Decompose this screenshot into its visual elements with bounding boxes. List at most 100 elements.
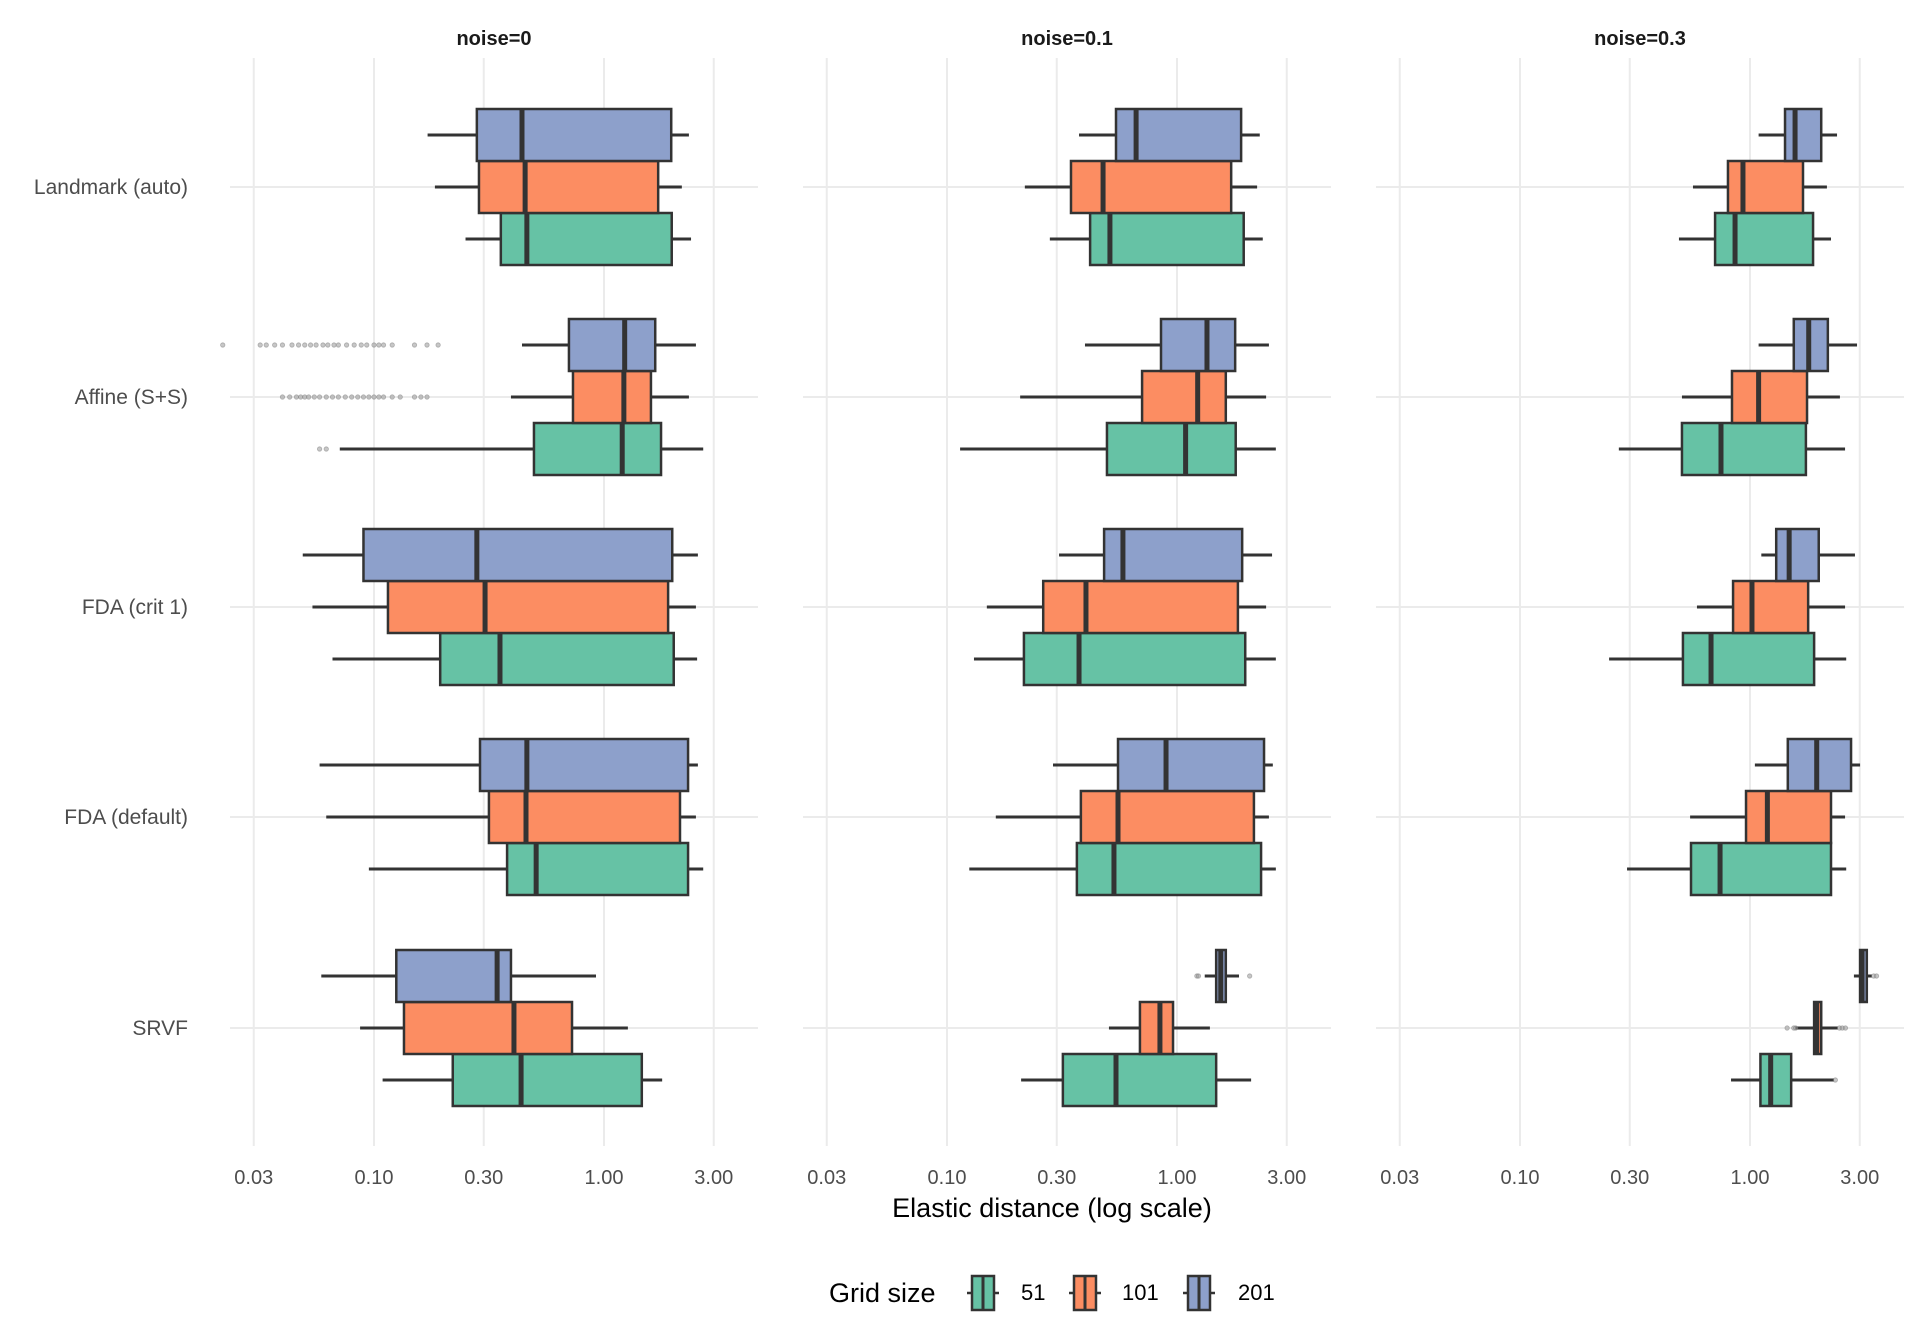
facet-panel: noise=0.1 0.03 0.10 0.30 1.00 3.00 <box>803 28 1331 1189</box>
outlier-point <box>313 342 319 348</box>
y-tick-label: Affine (S+S) <box>75 386 188 409</box>
iqr-box <box>1759 1052 1793 1108</box>
outlier-point <box>355 394 361 400</box>
iqr-box <box>1022 631 1247 687</box>
box-201 <box>1754 737 1861 793</box>
outlier-point <box>331 342 337 348</box>
legend: Grid size 51 101 201 <box>829 1274 1275 1312</box>
x-tick-label: 1.00 <box>1731 1167 1770 1189</box>
outlier-point <box>307 342 314 348</box>
iqr-box <box>402 1000 574 1056</box>
x-tick-label: 0.03 <box>1380 1167 1419 1189</box>
outlier-point <box>293 394 300 400</box>
box-101 <box>1696 579 1846 635</box>
box-201 <box>1079 107 1260 163</box>
outlier-point <box>397 394 403 400</box>
box-51 <box>1678 211 1832 267</box>
outlier-point <box>335 342 341 348</box>
iqr-box <box>1713 211 1815 267</box>
y-tick-label: SRVF <box>132 1017 188 1040</box>
iqr-box <box>1783 107 1823 163</box>
outlier-point <box>1842 1025 1849 1031</box>
y-tick-label: Landmark (auto) <box>34 176 188 199</box>
iqr-box <box>1102 527 1244 583</box>
box-101 <box>995 789 1269 845</box>
y-tick-label: FDA (crit 1) <box>82 596 188 619</box>
iqr-box <box>1774 527 1820 583</box>
outlier-point <box>380 394 387 400</box>
facet-title: noise=0 <box>456 28 531 50</box>
iqr-box <box>1075 841 1263 897</box>
iqr-box <box>477 159 660 215</box>
outlier-point <box>366 394 372 400</box>
iqr-box <box>395 948 513 1004</box>
x-axis-title: Elastic distance (log scale) <box>892 1193 1212 1223</box>
outlier-point <box>295 342 302 348</box>
outlier-point <box>325 342 331 348</box>
outlier-point <box>335 394 341 400</box>
outlier-point <box>1784 1025 1790 1031</box>
iqr-box <box>571 369 653 425</box>
box-201 <box>1761 527 1855 583</box>
outlier-point <box>1873 973 1880 979</box>
outlier-point <box>435 342 441 348</box>
iqr-box <box>362 527 674 583</box>
facet-title: noise=0.3 <box>1594 28 1686 50</box>
box-101 <box>434 159 682 215</box>
outlier-point <box>418 394 424 400</box>
outlier-point <box>316 446 323 452</box>
outlier-point <box>376 394 382 400</box>
x-tick-label: 3.00 <box>1267 1167 1306 1189</box>
outlier-point <box>257 342 263 348</box>
iqr-box <box>1680 421 1808 477</box>
iqr-box <box>1681 631 1816 687</box>
facet-title: noise=0.1 <box>1021 28 1113 50</box>
box-51 <box>969 841 1276 897</box>
outlier-point <box>389 394 395 400</box>
outlier-point <box>380 342 387 348</box>
iqr-box <box>1041 579 1240 635</box>
iqr-box <box>1069 159 1233 215</box>
box-201 <box>1853 948 1880 1004</box>
iqr-box <box>1088 211 1245 267</box>
outlier-point <box>272 342 278 348</box>
outlier-point <box>371 394 377 400</box>
box-201 <box>321 948 596 1004</box>
box-101 <box>360 1000 628 1056</box>
outlier-point <box>349 394 355 400</box>
box-201 <box>1053 737 1273 793</box>
iqr-box <box>1159 317 1237 373</box>
x-tick-label: 0.10 <box>928 1167 967 1189</box>
box-51 <box>465 211 692 267</box>
iqr-box <box>1138 1000 1175 1056</box>
box-51 <box>960 421 1276 477</box>
iqr-box <box>438 631 675 687</box>
outlier-point <box>351 342 357 348</box>
outlier-point <box>289 342 295 348</box>
outlier-point <box>371 342 377 348</box>
box-101 <box>1108 1000 1210 1056</box>
box-101 <box>1024 159 1258 215</box>
box-101 <box>1690 789 1846 845</box>
iqr-box <box>487 789 682 845</box>
outlier-point <box>311 394 317 400</box>
outlier-point <box>316 394 323 400</box>
outlier-point <box>424 342 430 348</box>
box-51 <box>368 841 704 897</box>
box-201 <box>1084 317 1269 373</box>
outlier-point <box>323 446 329 452</box>
box-101 <box>312 579 696 635</box>
iqr-box <box>1140 369 1228 425</box>
outlier-point <box>1793 1025 1799 1031</box>
iqr-box <box>1061 1052 1218 1108</box>
outlier-point <box>1832 1077 1838 1083</box>
iqr-box <box>451 1052 644 1108</box>
iqr-box <box>1731 579 1810 635</box>
iqr-box <box>1079 789 1256 845</box>
legend-label: 101 <box>1122 1280 1159 1305</box>
box-51 <box>316 421 704 477</box>
iqr-box <box>1730 369 1809 425</box>
x-tick-label: 0.30 <box>1037 1167 1076 1189</box>
outlier-point <box>329 394 336 400</box>
x-tick-label: 3.00 <box>694 1167 733 1189</box>
